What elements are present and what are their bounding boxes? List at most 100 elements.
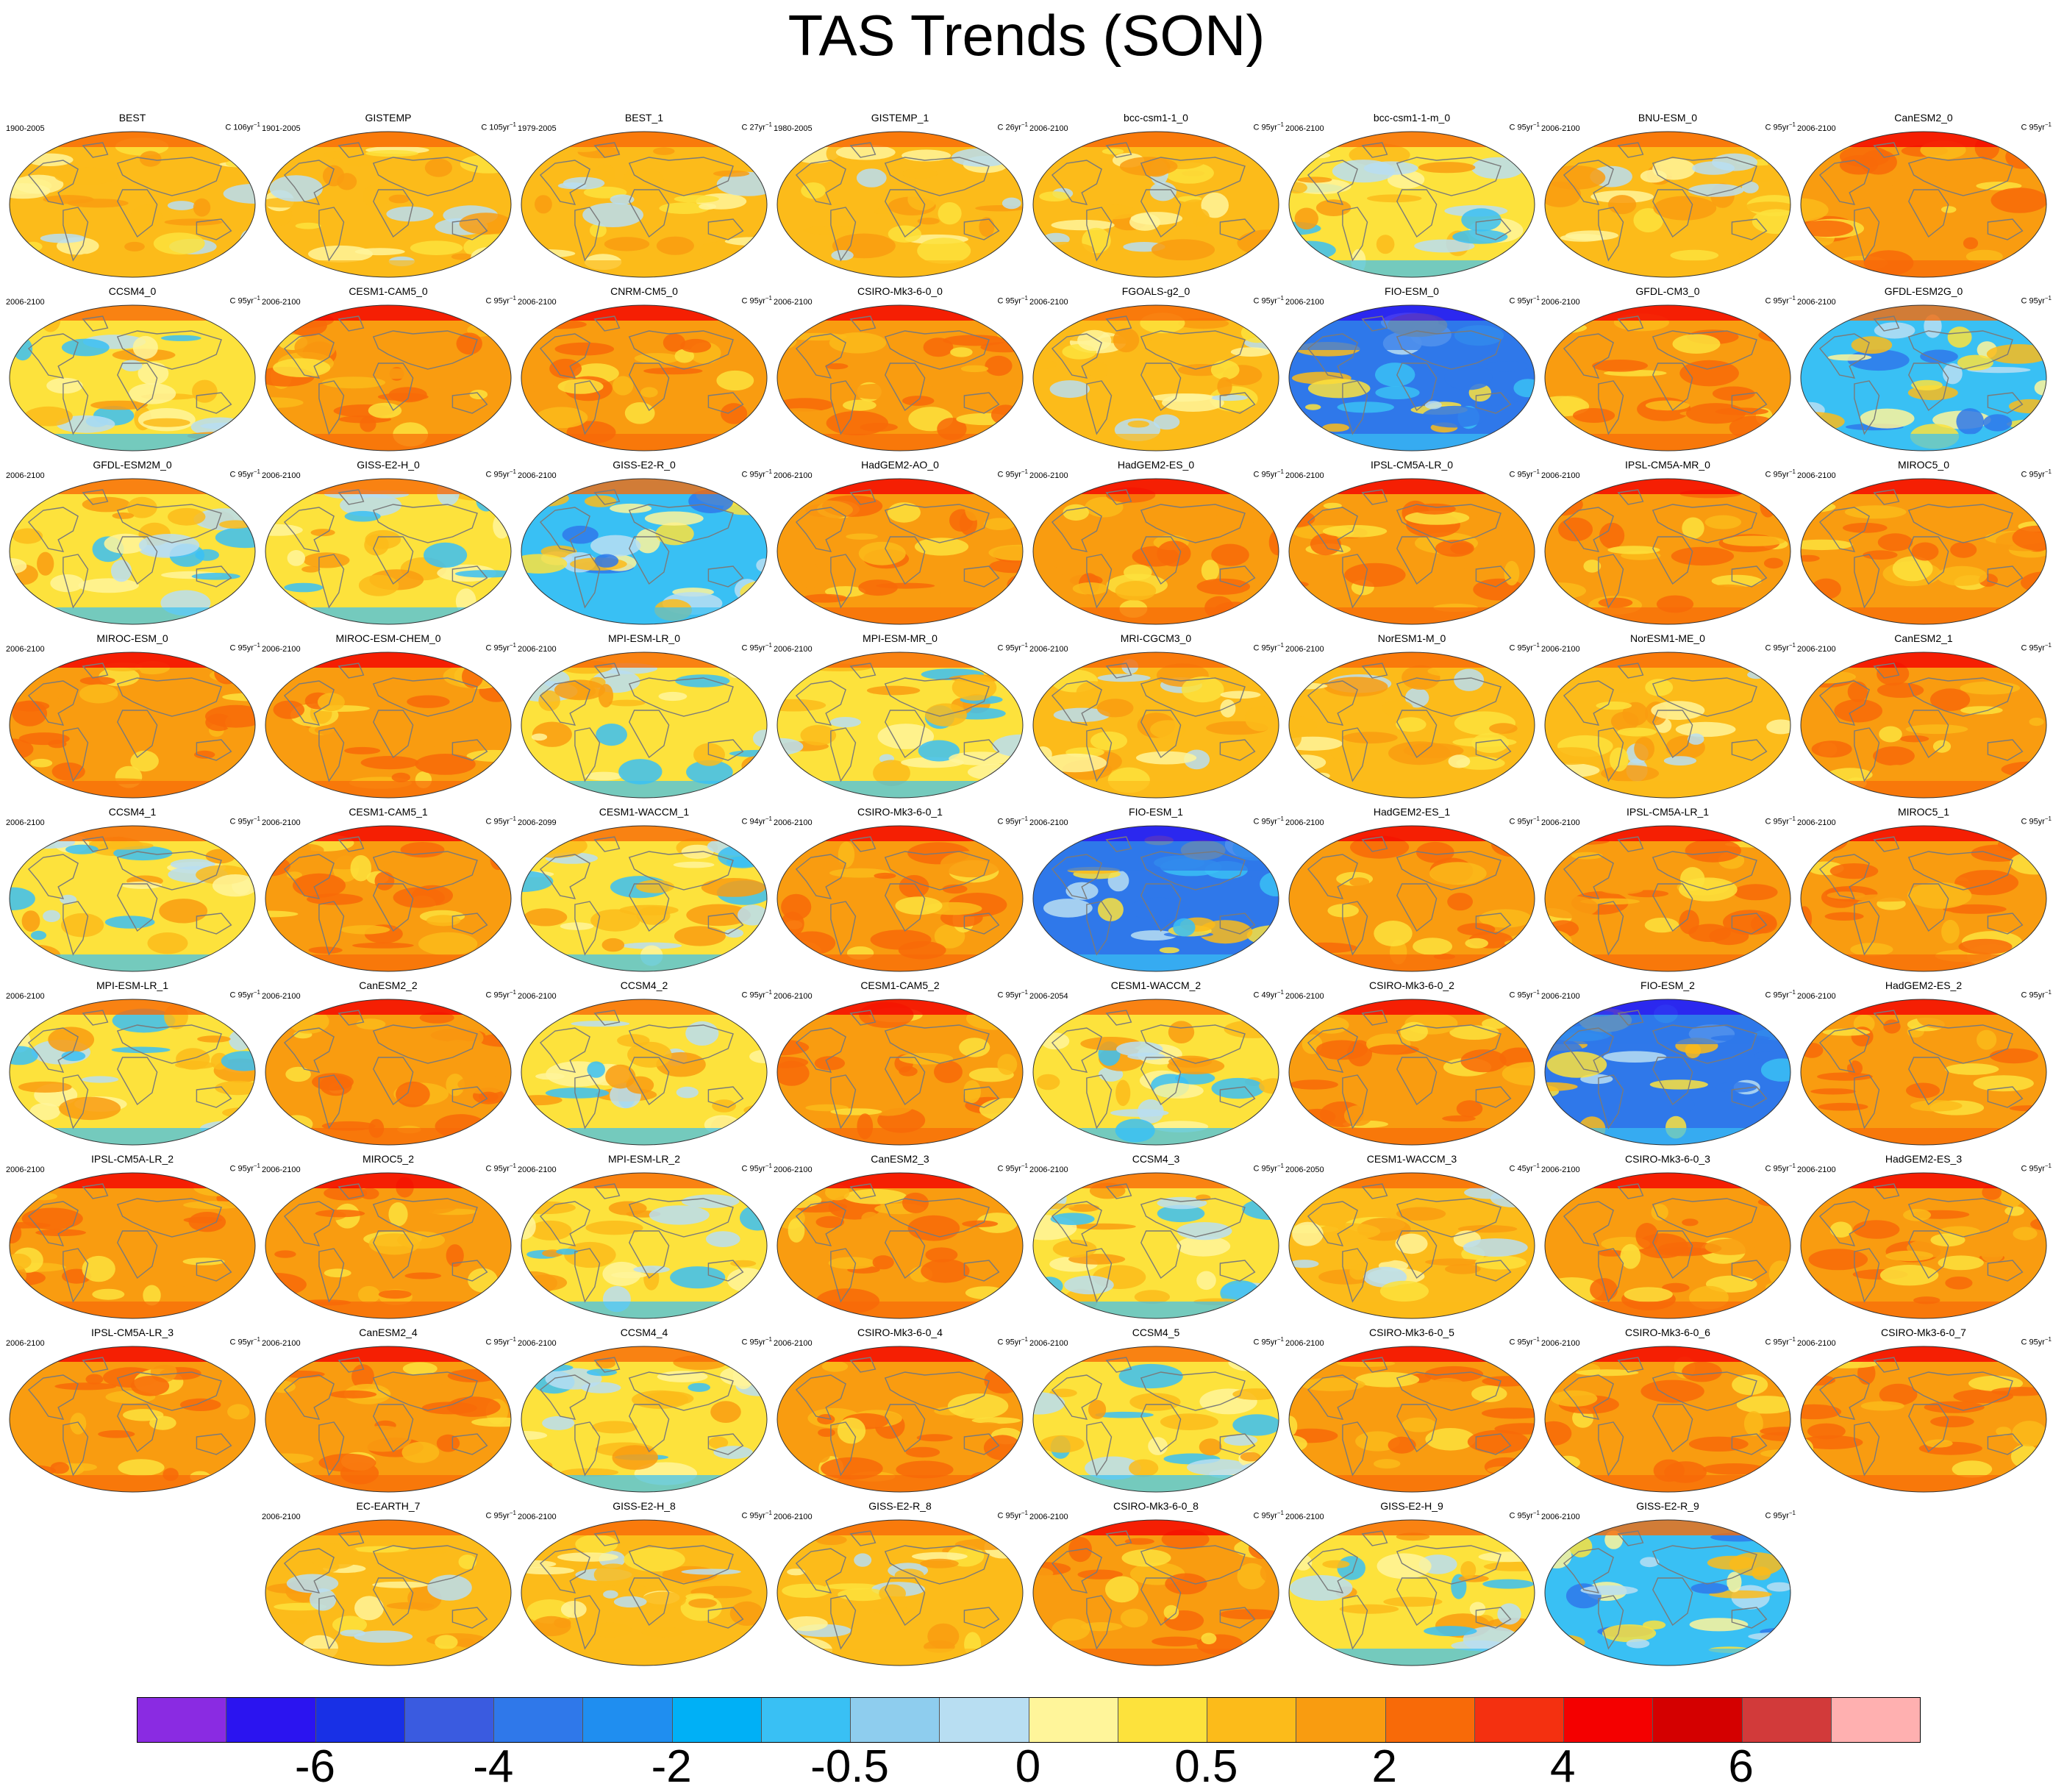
map-border [521,131,768,278]
coastline [574,1248,601,1303]
coastline [318,901,345,956]
panel-unit: C 95yr−1 [1509,642,1540,653]
map-panel: CanESM2_0 2006-2100 C 95yr−1 [1796,112,2052,281]
coastline [1854,554,1880,609]
panel-model-name: EC-EARTH_7 [356,1500,421,1512]
panel-model-name: IPSL-CM5A-LR_1 [1626,806,1710,818]
coastline [1140,363,1182,412]
map-border [1800,131,2047,278]
trend-map [9,304,256,451]
coastline [1598,1074,1624,1129]
trend-map [9,1172,256,1319]
coastline [1140,1024,1246,1064]
map-border [776,1346,1024,1493]
coastline [1219,392,1256,414]
coastline [1731,218,1768,240]
coastline [539,680,590,726]
map-panel: FIO-ESM_0 2006-2100 C 95yr−1 [1284,285,1540,454]
unit-exponent: −1 [1532,1510,1540,1516]
panel-model-name: CCSM4_1 [108,806,157,818]
coastline [1598,727,1624,782]
panel-model-name: GISS-E2-R_9 [1636,1500,1699,1512]
map-border [776,1172,1024,1319]
panel-unit-text: C 95yr [485,1164,510,1174]
coastline [338,1530,365,1546]
coastline [1140,1577,1182,1627]
coastline [1307,160,1358,205]
coastline [795,854,846,899]
panel-unit-text: C 95yr [2021,817,2045,827]
coastline [885,710,926,759]
map-border [1032,131,1279,278]
panel-unit: C 95yr−1 [1253,468,1284,479]
unit-exponent: −1 [1532,295,1540,301]
coastline [1396,1371,1502,1411]
coastline [1908,1230,1949,1279]
panel-unit-text: C 95yr [1765,817,1789,827]
panel-period: 2006-2100 [1541,1513,1580,1521]
unit-exponent: −1 [1532,642,1540,649]
panel-unit: C 45yr−1 [1509,1163,1540,1174]
coastline [451,565,488,588]
panel-period: 2006-2100 [1797,124,1836,133]
panel-unit: C 95yr−1 [2021,815,2052,827]
panel-unit-text: C 95yr [1509,1511,1533,1521]
coastline [628,330,734,370]
coastline [795,1548,846,1593]
map-border [521,304,768,451]
map-border [521,652,768,799]
map-panel: CESM1-CAM5_2 2006-2100 C 95yr−1 [772,979,1028,1149]
coastline [196,218,232,240]
panel-unit: C 95yr−1 [997,815,1028,827]
coastline [372,1545,478,1585]
map-panel: GFDL-ESM2M_0 2006-2100 C 95yr−1 [4,459,260,628]
unit-exponent: −1 [1021,1163,1028,1169]
unit-exponent: −1 [253,642,260,649]
panel-model-name: CSIRO-Mk3-6-0_7 [1881,1327,1966,1338]
trend-map [1800,652,2047,799]
coastline [1361,489,1388,505]
panel-unit-text: C 95yr [1765,1164,1789,1174]
panel-unit-text: C 95yr [1765,990,1789,1000]
map-border [1544,1346,1791,1493]
unit-exponent: −1 [1021,468,1028,475]
panel-unit: C 95yr−1 [1509,121,1540,132]
map-panel: MIROC-ESM_0 2006-2100 C 95yr−1 [4,632,260,802]
panel-unit-text: C 26yr [997,123,1021,132]
map-panel: CESM1-WACCM_2 2006-2054 C 49yr−1 [1028,979,1284,1149]
trend-map [1800,478,2047,625]
coastline [1987,1086,2024,1108]
panel-model-name: bcc-csm1-1_0 [1124,112,1188,124]
coastline [849,1357,876,1373]
panel-unit: C 105yr−1 [481,121,516,132]
coastline [849,1183,876,1199]
coastline [117,536,158,585]
panel-period: 2006-2100 [518,645,557,654]
panel-unit: C 95yr−1 [1765,1163,1796,1174]
map-border [265,999,512,1146]
coastline [1617,1010,1644,1026]
coastline [318,380,345,435]
coastline [372,1371,478,1411]
panel-unit: C 95yr−1 [741,1163,772,1174]
panel-unit: C 95yr−1 [1765,1336,1796,1347]
map-border [1032,478,1279,625]
coastline [1987,913,2024,935]
map-border [265,131,512,278]
panel-unit: C 95yr−1 [485,1510,516,1521]
map-border [1800,652,2047,799]
panel-period: 2006-2100 [262,471,301,480]
map-panel: HadGEM2-ES_1 2006-2100 C 95yr−1 [1284,806,1540,975]
coastline [1908,363,1949,412]
unit-exponent: −1 [1021,121,1028,128]
map-border [776,1519,1024,1666]
coastline [338,663,365,679]
coastline [1307,1548,1358,1593]
panel-model-name: HadGEM2-AO_0 [861,459,939,471]
coastline [1396,330,1502,370]
panel-unit: C 95yr−1 [741,295,772,306]
panel-period: 2006-2100 [262,818,301,827]
panel-unit-text: C 95yr [1509,817,1533,827]
panel-model-name: GFDL-CM3_0 [1635,285,1700,297]
coastline [707,1260,744,1282]
